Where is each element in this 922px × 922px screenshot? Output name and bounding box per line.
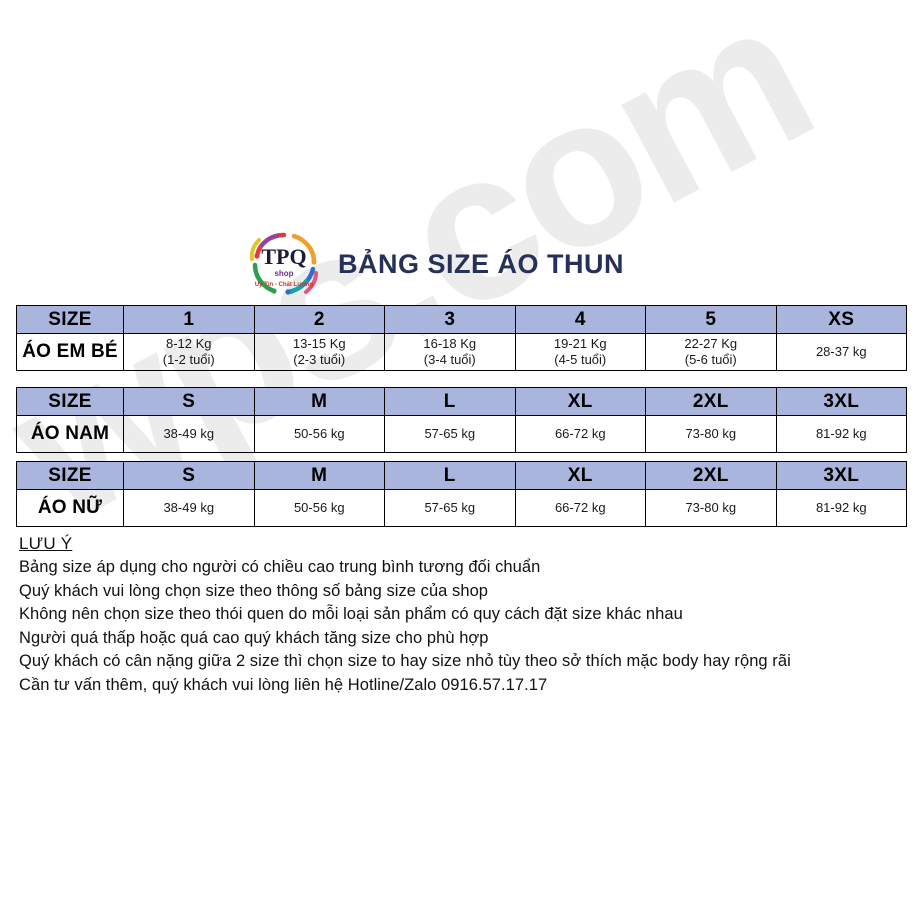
table-cell: 38-49 kg: [123, 489, 255, 527]
table-cell: 81-92 kg: [775, 415, 907, 453]
column-header: S: [123, 461, 255, 490]
cell-weight: 19-21 Kg: [553, 335, 607, 351]
column-header: XS: [775, 305, 907, 334]
cell-age: (4-5 tuổi): [554, 352, 607, 367]
cell-age: (1-2 tuổi): [162, 352, 215, 367]
table-header-row: SIZE S M L XL 2XL 3XL: [16, 461, 907, 490]
column-header: M: [253, 461, 385, 490]
column-header: 3XL: [775, 461, 907, 490]
column-header: 4: [514, 305, 646, 334]
cell-age: (3-4 tuổi): [423, 352, 476, 367]
note-line: Cần tư vấn thêm, quý khách vui lòng liên…: [19, 675, 548, 694]
column-header: M: [253, 387, 385, 416]
page-title: BẢNG SIZE ÁO THUN: [338, 248, 625, 279]
table-cell: 8-12 Kg (1-2 tuổi): [123, 333, 255, 371]
column-header: SIZE: [16, 305, 124, 334]
column-header: 5: [645, 305, 777, 334]
notes-title: LƯU Ý: [19, 534, 73, 553]
note-line: Quý khách có cân nặng giữa 2 size thì ch…: [19, 652, 791, 670]
column-header: 3: [384, 305, 516, 334]
table-header-row: SIZE 1 2 3 4 5 XS: [16, 305, 907, 334]
table-cell: 57-65 kg: [384, 489, 516, 527]
table-cell: 73-80 kg: [645, 489, 777, 527]
logo-tag-text: Uy Tín - Chất Lượng: [255, 281, 314, 288]
tpq-shop-logo: TPQ shop Uy Tín - Chất Lượng: [246, 229, 322, 299]
table-cell: 38-49 kg: [123, 415, 255, 453]
chart-header: TPQ shop Uy Tín - Chất Lượng BẢNG SIZE Á…: [0, 228, 922, 300]
rainbow-swirl-icon: [249, 232, 318, 295]
table-cell: 57-65 kg: [384, 415, 516, 453]
column-header: L: [384, 461, 516, 490]
table-cell: 16-18 Kg (3-4 tuổi): [384, 333, 516, 371]
cell-weight: 16-18 Kg: [423, 335, 477, 351]
table-cell: 50-56 kg: [253, 489, 385, 527]
table-cell: 73-80 kg: [645, 415, 777, 453]
table-row: ÁO EM BÉ 8-12 Kg (1-2 tuổi) 13-15 Kg (2-…: [16, 333, 907, 371]
column-header: 2: [253, 305, 385, 334]
column-header: S: [123, 387, 255, 416]
logo-main-text: TPQ: [261, 244, 306, 269]
logo-svg: TPQ shop Uy Tín - Chất Lượng: [249, 232, 318, 295]
column-header: 2XL: [645, 387, 777, 416]
table-cell: 66-72 kg: [514, 415, 646, 453]
column-header: 2XL: [645, 461, 777, 490]
row-label: ÁO NAM: [16, 415, 124, 453]
table-header-row: SIZE S M L XL 2XL 3XL: [16, 387, 907, 416]
table-cell: 19-21 Kg (4-5 tuổi): [514, 333, 646, 371]
size-table-baby: SIZE 1 2 3 4 5 XS ÁO EM BÉ 8-12 Kg (1-2 …: [16, 305, 907, 371]
cell-weight: 28-37 kg: [815, 343, 867, 359]
notes-section: LƯU Ý Bảng size áp dụng cho người có chi…: [19, 534, 899, 697]
column-header: 1: [123, 305, 255, 334]
column-header: XL: [514, 461, 646, 490]
table-cell: 22-27 Kg (5-6 tuổi): [645, 333, 777, 371]
row-label: ÁO EM BÉ: [16, 333, 124, 371]
column-header: XL: [514, 387, 646, 416]
column-header: L: [384, 387, 516, 416]
cell-age: (2-3 tuổi): [293, 352, 346, 367]
row-label: ÁO NỮ: [16, 489, 124, 527]
note-line: Không nên chọn size theo thói quen do mỗ…: [19, 605, 683, 623]
table-row: ÁO NỮ 38-49 kg 50-56 kg 57-65 kg 66-72 k…: [16, 489, 907, 527]
cell-weight: 8-12 Kg: [165, 335, 212, 351]
cell-weight: 13-15 Kg: [292, 335, 346, 351]
note-line: Người quá thấp hoặc quá cao quý khách tă…: [19, 628, 489, 647]
size-table-men: SIZE S M L XL 2XL 3XL ÁO NAM 38-49 kg 50…: [16, 387, 907, 453]
table-cell: 66-72 kg: [514, 489, 646, 527]
column-header: SIZE: [16, 461, 124, 490]
cell-weight: 22-27 Kg: [684, 335, 738, 351]
note-line: Quý khách vui lòng chọn size theo thông …: [19, 581, 489, 600]
table-cell: 50-56 kg: [253, 415, 385, 453]
logo-sub-text: shop: [274, 269, 293, 278]
cell-age: (5-6 tuổi): [684, 352, 737, 367]
note-line: Bảng size áp dụng cho người có chiều cao…: [19, 558, 541, 576]
column-header: 3XL: [775, 387, 907, 416]
table-cell: 28-37 kg: [775, 333, 907, 371]
table-cell: 81-92 kg: [775, 489, 907, 527]
column-header: SIZE: [16, 387, 124, 416]
table-cell: 13-15 Kg (2-3 tuổi): [253, 333, 385, 371]
table-row: ÁO NAM 38-49 kg 50-56 kg 57-65 kg 66-72 …: [16, 415, 907, 453]
size-table-women: SIZE S M L XL 2XL 3XL ÁO NỮ 38-49 kg 50-…: [16, 461, 907, 527]
